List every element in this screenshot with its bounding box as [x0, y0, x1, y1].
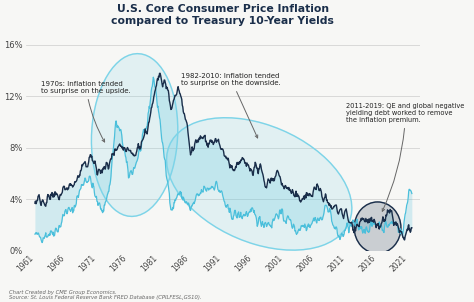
Text: 2011-2019: QE and global negative
yielding debt worked to remove
the inflation p: 2011-2019: QE and global negative yieldi…	[346, 103, 465, 211]
Title: U.S. Core Consumer Price Inflation
compared to Treasury 10-Year Yields: U.S. Core Consumer Price Inflation compa…	[111, 4, 334, 26]
Ellipse shape	[91, 54, 178, 217]
Ellipse shape	[166, 118, 352, 250]
Text: 1982-2010: Inflation tended
to surprise on the downside.: 1982-2010: Inflation tended to surprise …	[182, 73, 281, 138]
Ellipse shape	[354, 202, 401, 253]
Text: 1970s: Inflation tended
to surprise on the upside.: 1970s: Inflation tended to surprise on t…	[41, 81, 131, 142]
Text: Chart Created by CME Group Economics.
Source: St. Louis Federal Reserve Bank FRE: Chart Created by CME Group Economics. So…	[9, 290, 202, 300]
